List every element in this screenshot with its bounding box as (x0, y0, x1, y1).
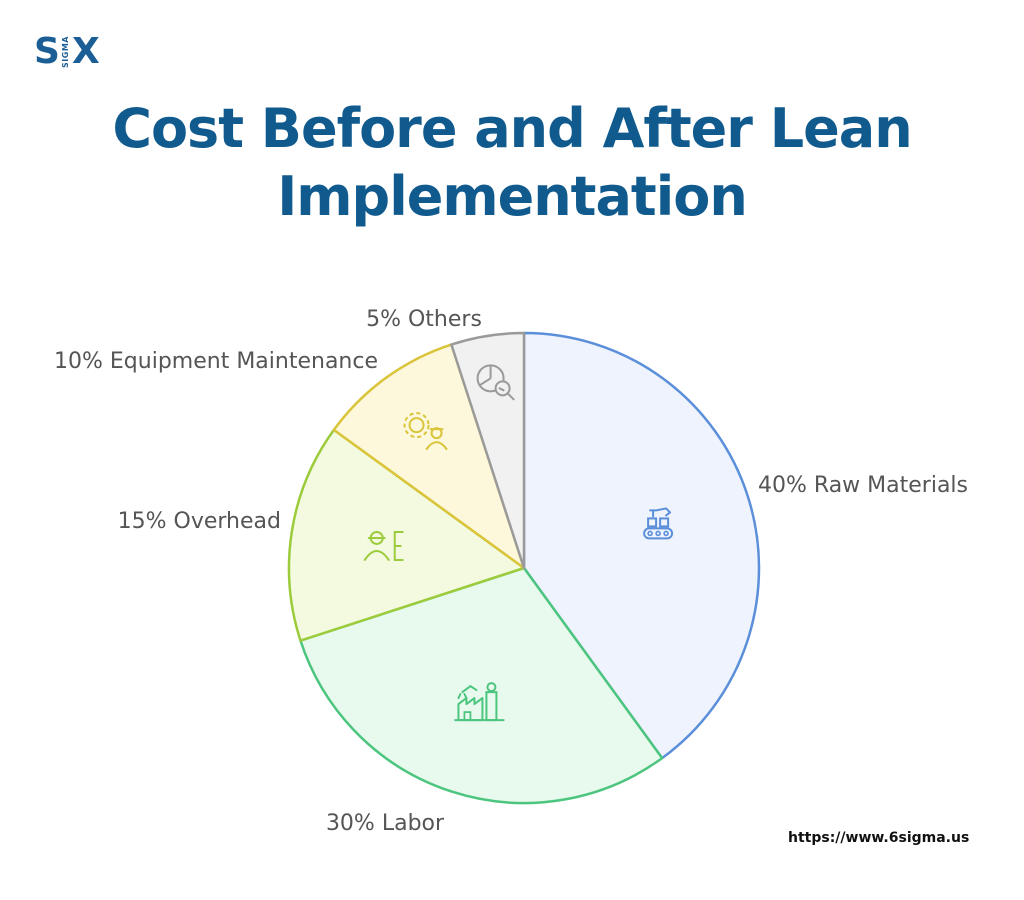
pie-magnifier-icon (476, 364, 515, 401)
source-url[interactable]: https://www.6sigma.us (788, 830, 970, 846)
slice-label: 30% Labor (326, 811, 445, 836)
pie-slice (287, 428, 526, 642)
slice-label: 10% Equipment Maintenance (54, 349, 378, 374)
chart-title: Cost Before and After Lean Implementatio… (112, 97, 912, 228)
pie-slice (522, 331, 761, 760)
slice-label: 15% Overhead (118, 509, 281, 534)
gear-worker-icon (403, 412, 448, 451)
factory-robot-arm-icon (454, 682, 505, 722)
slice-label: 5% Others (366, 307, 482, 332)
robotic-conveyor-icon (643, 507, 674, 540)
logo-letter-x: X (71, 31, 100, 72)
pie-slice (332, 343, 526, 570)
pie-slice (299, 566, 664, 805)
person-document-icon (363, 530, 404, 561)
slice-label: 40% Raw Materials (758, 473, 968, 498)
logo-letter-s: S (34, 31, 60, 72)
brand-logo: S SIGMA X (34, 32, 100, 72)
